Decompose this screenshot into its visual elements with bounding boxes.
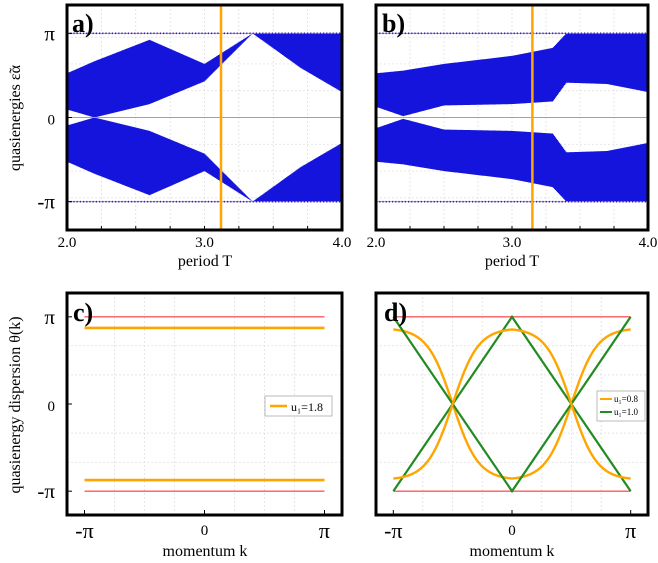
panel-label-c: c) <box>73 298 93 327</box>
legend-box-c <box>264 395 333 417</box>
legend-label-d-0: u₁=0.8 <box>614 394 638 404</box>
x-tick-label: π <box>625 518 636 543</box>
x-tick-label: 4.0 <box>639 235 658 251</box>
quasienergy-band-upper <box>376 33 648 117</box>
y-tick-label: π <box>44 305 55 329</box>
x-tick-label: 2.0 <box>58 235 77 251</box>
x-tick-label: 3.0 <box>503 235 522 251</box>
panel-label-a: a) <box>72 9 94 38</box>
x-tick-label: 3.0 <box>195 235 214 251</box>
x-axis-label-b: period T <box>485 253 540 270</box>
y-tick-label: -π <box>37 190 55 214</box>
x-tick-label: 0 <box>508 523 516 539</box>
panel-b: b) 2.0 3.0 4.0 period T <box>367 3 658 270</box>
y-tick-label: 0 <box>48 399 56 415</box>
panel-label-d: d) <box>384 298 407 327</box>
y-tick-label: π <box>44 21 55 45</box>
panel-a: a) 2.0 3.0 4.0 π 0 -π period T quasienergies… <box>7 3 352 270</box>
x-tick-label: 2.0 <box>367 235 386 251</box>
legend-c: u₁=1.8 <box>264 395 333 417</box>
quasienergy-band-lower <box>67 117 342 202</box>
panel-c: c) u₁=1.8 -π 0 π π 0 -π momentum k quasiener… <box>7 291 344 560</box>
y-axis-label-a: quasienergies ε̃α <box>7 64 24 171</box>
panel-label-b: b) <box>382 9 405 38</box>
x-axis-label-c: momentum k <box>163 543 248 560</box>
y-tick-label: 0 <box>48 113 56 129</box>
dispersion-line-u1-1.0 <box>392 316 632 494</box>
x-tick-label: -π <box>75 518 93 543</box>
legend-label-d-1: u₁=1.0 <box>614 407 638 417</box>
x-axis-label-d: momentum k <box>470 543 555 560</box>
dispersion-curve-u1-0.8-mirror <box>393 328 631 480</box>
legend-box-d <box>596 390 646 422</box>
legend-label-c: u₁=1.8 <box>291 400 323 414</box>
y-axis-label-c: quasienergy dispersion θ(k) <box>7 316 24 493</box>
dispersion-curve-u1-0.8 <box>393 328 631 480</box>
y-tick-label: -π <box>37 479 55 503</box>
x-tick-label: 4.0 <box>333 235 352 251</box>
x-axis-label-a: period T <box>178 253 233 270</box>
x-tick-label: -π <box>384 518 402 543</box>
legend-d: u₁=0.8 u₁=1.0 <box>596 390 646 422</box>
x-tick-label: π <box>319 518 330 543</box>
panel-d: d) u₁=0.8 u₁=1.0 -π 0 π momentum k <box>374 291 650 560</box>
quasienergy-band-upper <box>67 33 342 118</box>
x-tick-label: 0 <box>201 523 209 539</box>
quasienergy-band-lower <box>376 118 648 202</box>
dispersion-line-u1-1.0-mirror <box>392 314 632 492</box>
